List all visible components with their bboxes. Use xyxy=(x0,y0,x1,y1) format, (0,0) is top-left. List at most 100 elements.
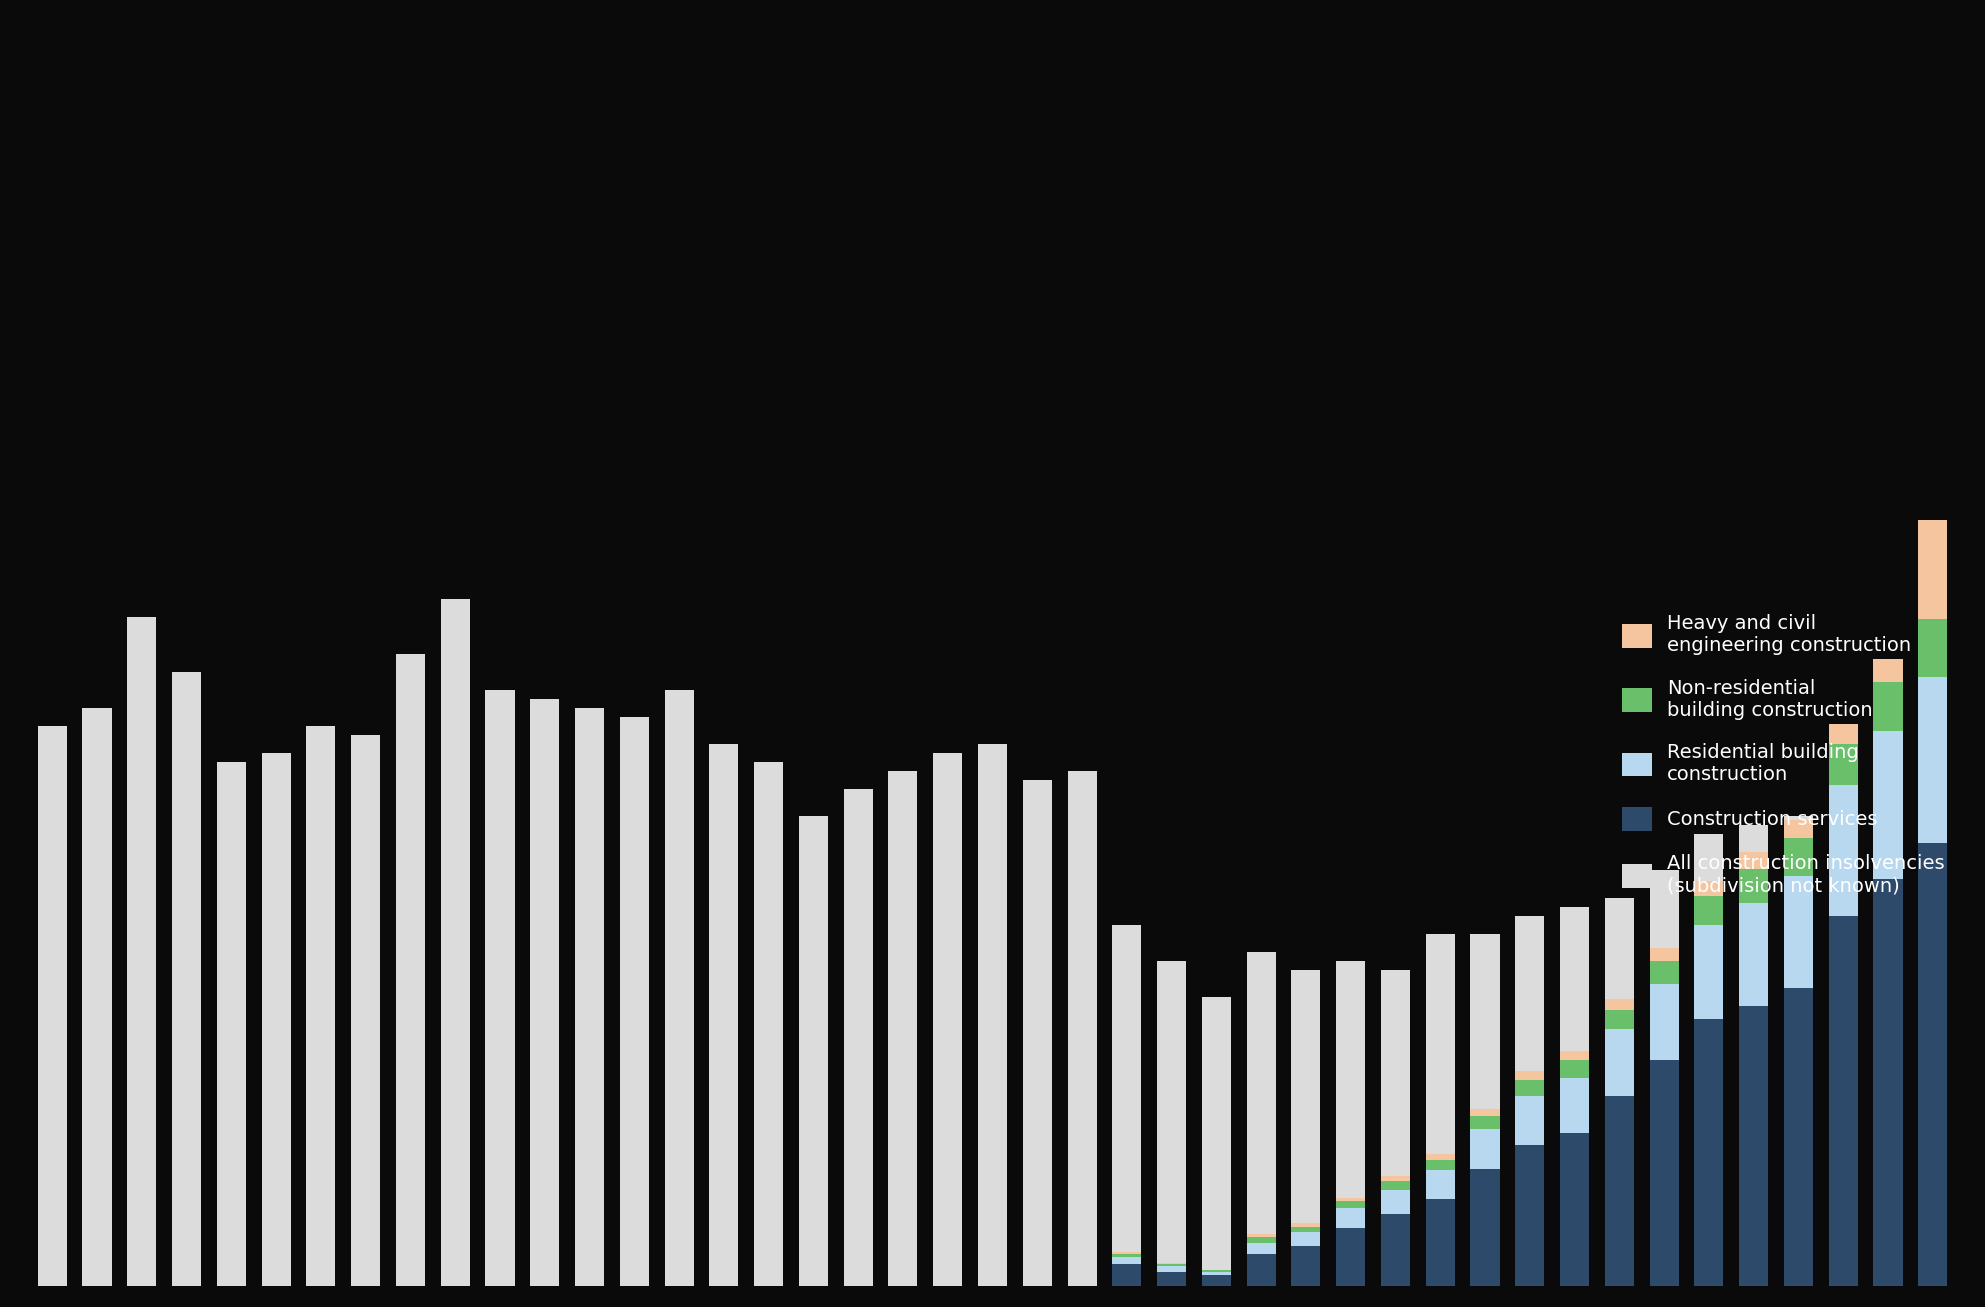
Bar xyxy=(1425,1154,1455,1159)
Bar xyxy=(1471,1129,1499,1168)
Bar xyxy=(1382,1176,1409,1182)
Bar xyxy=(441,600,470,1286)
Bar xyxy=(1112,1264,1141,1286)
Bar xyxy=(1157,1272,1187,1286)
Bar xyxy=(1201,1270,1231,1272)
Bar xyxy=(1918,843,1947,1286)
Bar xyxy=(1201,1276,1231,1286)
Bar xyxy=(1471,1168,1499,1286)
Bar xyxy=(530,699,560,1286)
Bar xyxy=(709,744,738,1286)
Bar xyxy=(844,789,873,1286)
Bar xyxy=(1828,744,1858,786)
Bar xyxy=(1515,1070,1544,1080)
Bar xyxy=(1785,988,1812,1286)
Bar xyxy=(1918,520,1947,620)
Bar xyxy=(1425,1200,1455,1286)
Bar xyxy=(1515,1097,1544,1145)
Bar xyxy=(1828,724,1858,744)
Bar xyxy=(486,690,514,1286)
Bar xyxy=(1828,916,1858,1286)
Bar xyxy=(173,672,200,1286)
Bar xyxy=(1560,1078,1590,1133)
Bar xyxy=(1336,1201,1366,1209)
Bar xyxy=(1874,880,1902,1286)
Bar xyxy=(1560,1060,1590,1078)
Bar xyxy=(1739,869,1769,903)
Bar xyxy=(1874,731,1902,880)
Bar xyxy=(1785,816,1812,1286)
Bar xyxy=(1785,819,1812,838)
Bar xyxy=(576,707,603,1286)
Bar xyxy=(1382,1191,1409,1214)
Bar xyxy=(1201,1272,1231,1276)
Bar xyxy=(1336,961,1366,1286)
Bar xyxy=(1650,984,1679,1060)
Bar xyxy=(306,725,335,1286)
Bar xyxy=(1604,1009,1634,1030)
Bar xyxy=(1560,1051,1590,1060)
Bar xyxy=(1515,1145,1544,1286)
Bar xyxy=(1292,1247,1320,1286)
Bar xyxy=(1471,933,1499,1286)
Bar xyxy=(1471,1110,1499,1116)
Bar xyxy=(798,816,828,1286)
Bar xyxy=(1874,659,1902,682)
Bar xyxy=(1874,780,1902,1286)
Bar xyxy=(262,753,290,1286)
Bar xyxy=(1515,1080,1544,1097)
Bar xyxy=(1650,961,1679,984)
Bar xyxy=(1918,677,1947,843)
Bar xyxy=(1292,1223,1320,1226)
Bar xyxy=(1650,948,1679,961)
Bar xyxy=(619,716,649,1286)
Bar xyxy=(1828,786,1858,916)
Bar xyxy=(665,690,693,1286)
Bar xyxy=(1247,1253,1276,1286)
Bar xyxy=(1695,834,1723,1286)
Bar xyxy=(1650,870,1679,1286)
Bar xyxy=(1247,1238,1276,1243)
Bar xyxy=(1785,876,1812,988)
Bar xyxy=(38,725,67,1286)
Bar xyxy=(889,771,917,1286)
Bar xyxy=(1695,924,1723,1018)
Bar xyxy=(1157,1264,1187,1266)
Bar xyxy=(1112,1252,1141,1253)
Bar xyxy=(1695,881,1723,895)
Bar xyxy=(1157,1263,1187,1264)
Bar xyxy=(1604,1097,1634,1286)
Bar xyxy=(1336,1209,1366,1229)
Bar xyxy=(1382,970,1409,1286)
Bar xyxy=(1515,916,1544,1286)
Bar xyxy=(1604,1030,1634,1097)
Bar xyxy=(1022,780,1052,1286)
Bar xyxy=(1918,916,1947,1286)
Bar xyxy=(1471,1116,1499,1129)
Bar xyxy=(1201,997,1231,1286)
Bar xyxy=(1425,1171,1455,1200)
Bar xyxy=(1874,682,1902,731)
Bar xyxy=(1382,1182,1409,1191)
Bar xyxy=(1604,999,1634,1009)
Bar xyxy=(1068,771,1096,1286)
Bar xyxy=(1695,1018,1723,1286)
Bar xyxy=(1336,1197,1366,1201)
Bar xyxy=(1157,1266,1187,1272)
Bar xyxy=(1292,1226,1320,1233)
Bar xyxy=(1425,933,1455,1286)
Bar xyxy=(216,762,246,1286)
Bar xyxy=(83,707,111,1286)
Bar xyxy=(1247,951,1276,1286)
Bar xyxy=(1247,1234,1276,1238)
Bar xyxy=(1650,1060,1679,1286)
Bar xyxy=(1828,799,1858,1286)
Legend: Heavy and civil
engineering construction, Non-residential
building construction,: Heavy and civil engineering construction… xyxy=(1612,604,1955,904)
Bar xyxy=(1739,852,1769,869)
Bar xyxy=(1336,1229,1366,1286)
Bar xyxy=(1112,924,1141,1286)
Bar xyxy=(1292,1233,1320,1247)
Bar xyxy=(933,753,963,1286)
Bar xyxy=(1157,961,1187,1286)
Bar xyxy=(1785,838,1812,876)
